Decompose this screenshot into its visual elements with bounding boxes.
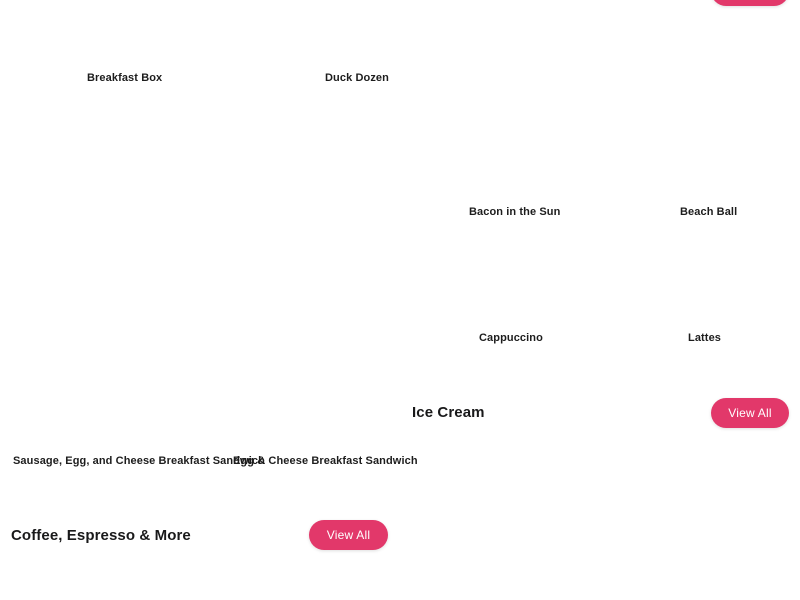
product-caption-sausage-egg-cheese: Sausage, Egg, and Cheese Breakfast Sandw… (13, 455, 265, 467)
product-caption-lattes: Lattes (688, 332, 721, 344)
product-caption-bacon-in-the-sun: Bacon in the Sun (469, 206, 561, 218)
product-caption-cappuccino: Cappuccino (479, 332, 543, 344)
view-all-button-ice-cream[interactable]: View All (711, 398, 789, 428)
view-all-label: View All (728, 406, 772, 420)
view-all-button-top[interactable]: View All (711, 0, 789, 6)
product-caption-beach-ball: Beach Ball (680, 206, 738, 218)
product-image-cappuccino[interactable] (423, 276, 573, 328)
view-all-button-coffee[interactable]: View All (309, 520, 388, 550)
section-heading-ice-cream: Ice Cream (412, 404, 485, 421)
section-heading-coffee-espresso-more: Coffee, Espresso & More (11, 527, 191, 544)
product-image-lattes[interactable] (640, 276, 790, 328)
product-caption-duck-dozen: Duck Dozen (325, 72, 389, 84)
view-all-label: View All (326, 528, 371, 542)
product-image-bacon-in-the-sun[interactable] (423, 150, 573, 202)
product-caption-breakfast-box: Breakfast Box (87, 72, 163, 84)
product-caption-egg-cheese: Egg & Cheese Breakfast Sandwich (233, 455, 418, 467)
product-image-sausage-egg-cheese[interactable] (12, 400, 188, 452)
product-image-breakfast-box[interactable] (12, 10, 162, 62)
product-image-duck-dozen[interactable] (233, 10, 383, 62)
product-image-egg-cheese[interactable] (233, 400, 383, 452)
product-image-beach-ball[interactable] (640, 150, 790, 202)
